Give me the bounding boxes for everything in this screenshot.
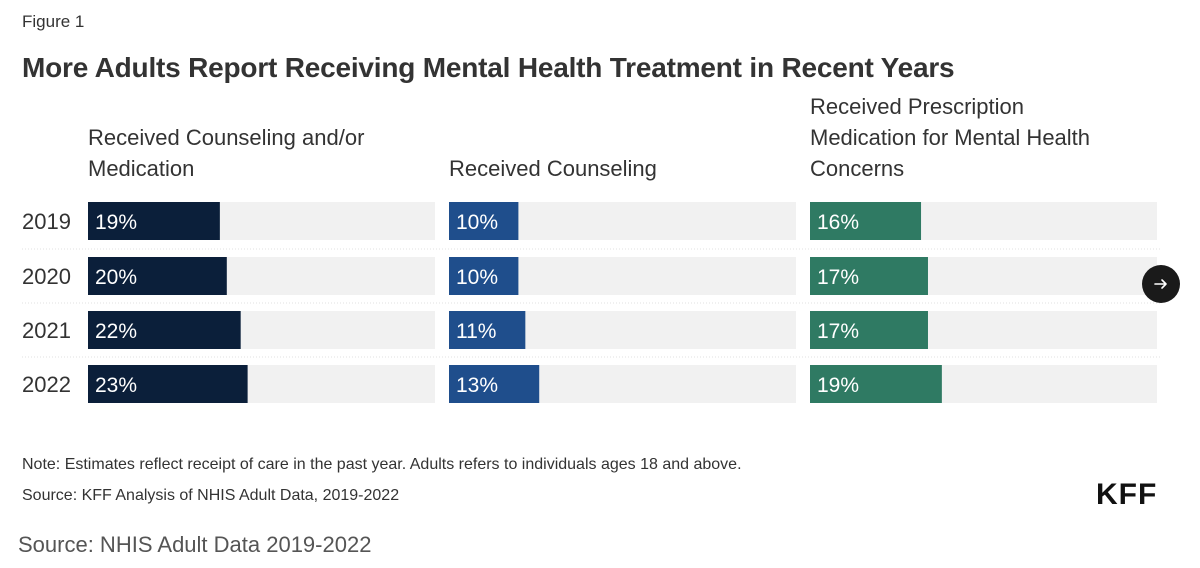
chart-title: More Adults Report Receiving Mental Heal… (22, 52, 955, 83)
bar (810, 202, 922, 240)
data-label: 13% (456, 374, 498, 397)
data-label: 17% (817, 320, 859, 343)
arrow-right-icon (1154, 279, 1167, 289)
data-label: 23% (95, 374, 137, 397)
data-label: 19% (95, 211, 137, 234)
bar (88, 311, 241, 349)
next-button[interactable] (1142, 265, 1180, 303)
bar (88, 257, 227, 295)
bar (810, 257, 928, 295)
data-label: 10% (456, 266, 498, 289)
series-header: Received Counseling and/or (88, 125, 364, 150)
bar (88, 202, 220, 240)
series-header: Received Counseling (449, 156, 657, 181)
bar (810, 311, 928, 349)
bar (449, 202, 519, 240)
data-label: 19% (817, 374, 859, 397)
bar (449, 311, 526, 349)
category-label: 2021 (22, 318, 71, 343)
data-label: 10% (456, 211, 498, 234)
data-label: 11% (456, 320, 496, 343)
bar (449, 365, 540, 403)
data-label: 20% (95, 266, 137, 289)
bar (88, 365, 248, 403)
bar (810, 365, 942, 403)
data-label: 16% (817, 211, 859, 234)
category-label: 2020 (22, 264, 71, 289)
external-source-caption: Source: NHIS Adult Data 2019-2022 (18, 532, 372, 557)
bar-chart: 2019 2020 2021 2022 Received Counseling and/… (22, 94, 1160, 403)
kff-logo: KFF (1096, 478, 1158, 511)
figure-label: Figure 1 (22, 12, 85, 31)
data-label: 22% (95, 320, 137, 343)
category-label: 2019 (22, 209, 71, 234)
data-label: 17% (817, 266, 859, 289)
series-header: Received Prescription (810, 94, 1024, 119)
chart-source: Source: KFF Analysis of NHIS Adult Data,… (22, 487, 400, 504)
series-header: Medication for Mental Health (810, 125, 1090, 150)
category-label: 2022 (22, 372, 71, 397)
series-header: Concerns (810, 156, 904, 181)
bar (449, 257, 519, 295)
series-header: Medication (88, 156, 194, 181)
chart-note: Note: Estimates reflect receipt of care … (22, 456, 742, 473)
